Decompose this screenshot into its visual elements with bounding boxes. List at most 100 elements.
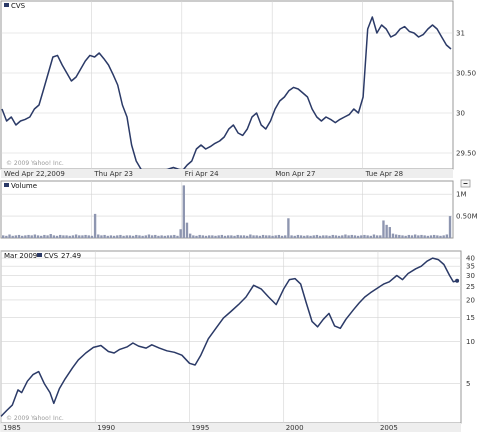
volume-bar — [131, 235, 135, 238]
volume-bar — [201, 235, 205, 238]
volume-bar — [423, 235, 426, 238]
volume-bar — [217, 235, 220, 238]
volume-y-tick: 1M — [456, 191, 467, 199]
volume-bar — [43, 234, 46, 238]
volume-bar — [448, 216, 452, 238]
volume-bar — [268, 235, 271, 238]
volume-bar — [394, 234, 398, 238]
history-y-tick: 15 — [466, 314, 475, 322]
volume-bar — [81, 235, 84, 238]
volume-bar — [445, 234, 449, 238]
volume-bar — [439, 235, 442, 238]
volume-bar — [366, 235, 369, 238]
history-x-tick: 2000 — [286, 424, 304, 432]
volume-bar — [417, 235, 420, 238]
volume-bar — [93, 213, 97, 238]
volume-bar — [274, 235, 277, 238]
volume-bar — [318, 235, 322, 238]
volume-bar — [144, 235, 147, 238]
volume-bar — [14, 235, 18, 238]
volume-bar — [78, 235, 81, 238]
volume-bar — [293, 235, 296, 238]
volume-bar — [350, 234, 353, 238]
volume-bar — [192, 235, 195, 238]
intraday-x-tick: Wed Apr 22,2009 — [4, 170, 65, 178]
volume-bar — [261, 234, 265, 238]
volume-bar — [341, 235, 344, 238]
volume-bar — [255, 235, 258, 238]
volume-bar — [49, 234, 52, 238]
volume-bar — [347, 235, 350, 238]
volume-bar — [185, 222, 189, 238]
history-x-axis-band — [1, 423, 461, 432]
volume-bar — [11, 235, 14, 238]
volume-bar — [24, 235, 27, 238]
volume-bar — [21, 235, 24, 238]
volume-bar — [141, 235, 144, 238]
volume-bar — [119, 234, 122, 238]
intraday-x-axis: Wed Apr 22,2009 Thu Apr 23 Fri Apr 24 Mo… — [1, 169, 453, 178]
intraday-panel: 31 30.50 30 29.50 CVS © 2009 Yahoo! Inc. — [0, 0, 476, 178]
volume-bar — [230, 235, 233, 238]
volume-bar — [147, 234, 151, 238]
volume-bar — [303, 235, 306, 238]
volume-bar — [154, 234, 157, 238]
volume-bar — [432, 234, 436, 238]
legend-swatch — [37, 253, 42, 257]
volume-bar — [388, 227, 391, 238]
history-date-label: Mar 2009 — [4, 252, 37, 260]
volume-bar — [249, 234, 252, 238]
volume-bar — [227, 235, 230, 238]
volume-bar — [312, 235, 315, 238]
intraday-x-tick: Fri Apr 24 — [185, 170, 219, 178]
volume-bar — [429, 235, 433, 238]
volume-bar — [176, 235, 179, 238]
volume-bar — [46, 235, 49, 238]
volume-bar — [188, 233, 192, 238]
volume-bar — [401, 235, 404, 238]
volume-bar — [391, 233, 395, 238]
volume-bar — [287, 218, 290, 238]
volume-bar — [214, 235, 217, 238]
volume-bars — [2, 185, 452, 238]
volume-collapse-button[interactable] — [460, 179, 471, 188]
volume-bar — [325, 235, 328, 238]
volume-bar — [109, 235, 113, 238]
volume-bar — [331, 234, 334, 238]
volume-bar — [242, 235, 246, 238]
intraday-x-tick: Tue Apr 28 — [365, 170, 403, 178]
intraday-y-axis: 31 30.50 30 29.50 — [456, 30, 476, 158]
intraday-x-axis-band — [1, 169, 453, 178]
volume-bar — [211, 235, 214, 238]
volume-bar — [122, 235, 125, 238]
volume-bar — [204, 235, 208, 238]
volume-bar — [40, 235, 43, 238]
history-x-tick: 1985 — [3, 424, 21, 432]
volume-bar — [173, 234, 176, 238]
history-series-label: CVS — [44, 252, 59, 260]
history-price-line — [0, 257, 458, 417]
volume-bar — [328, 235, 331, 238]
history-y-tick: 5 — [466, 380, 470, 388]
volume-bar — [407, 234, 410, 238]
volume-bar — [271, 235, 274, 238]
volume-bar — [372, 234, 376, 238]
volume-bar — [36, 235, 40, 238]
volume-bar — [65, 235, 68, 238]
volume-bar — [353, 235, 357, 238]
volume-bar — [344, 234, 347, 238]
volume-bar — [280, 235, 284, 238]
volume-grid — [1, 181, 453, 238]
volume-bar — [385, 224, 388, 238]
volume-bar — [379, 235, 382, 238]
volume-bar — [334, 235, 338, 238]
volume-bar — [404, 235, 407, 238]
volume-bar — [265, 235, 268, 238]
history-copyright: © 2009 Yahoo! Inc. — [6, 415, 64, 422]
volume-bar — [223, 235, 227, 238]
intraday-frame — [0, 0, 454, 170]
volume-bar — [277, 234, 281, 238]
